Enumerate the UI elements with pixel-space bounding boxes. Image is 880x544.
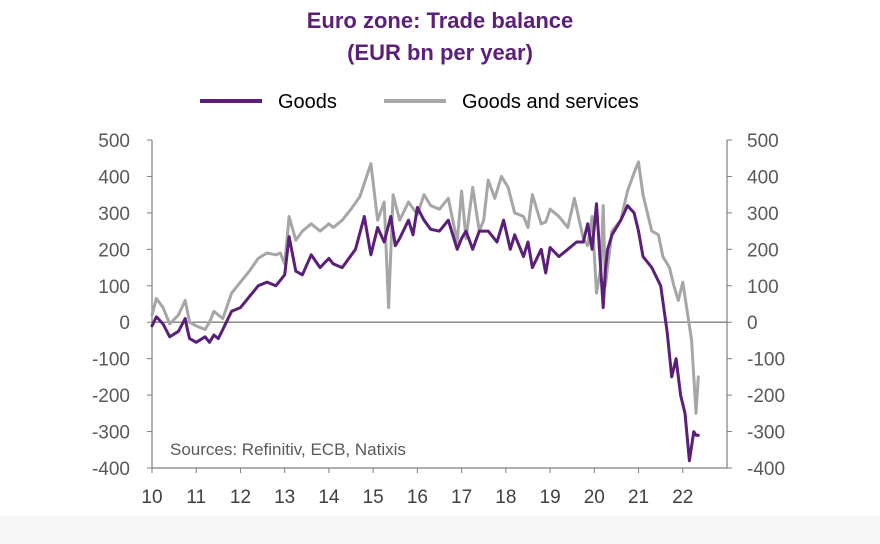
chart-title: Euro zone: Trade balance (307, 8, 574, 33)
legend: Goods Goods and services (200, 91, 639, 113)
y-tick-label-right: 300 (747, 204, 779, 225)
y-tick-label-left: -200 (92, 386, 130, 407)
x-tick-label: 14 (318, 487, 340, 508)
y-tick-label-right: 200 (747, 240, 779, 261)
y-tick-label-right: -200 (747, 386, 785, 407)
y-tick-label-left: 500 (98, 131, 130, 152)
x-tick-label: 20 (584, 487, 605, 508)
legend-label-goods: Goods (278, 91, 337, 113)
x-tick-label: 21 (628, 487, 649, 508)
y-tick-label-right: 100 (747, 277, 779, 298)
plot-area: 500 500 400 400 300 300 200 200 100 100 0 0 -100 -100… (92, 131, 785, 508)
bottom-band (0, 516, 880, 544)
y-tick-label-right: 400 (747, 167, 779, 188)
y-tick-label-left: -100 (92, 350, 130, 371)
x-tick-label: 15 (363, 487, 384, 508)
chart-subtitle: (EUR bn per year) (347, 40, 533, 65)
y-tick-label-left: -300 (92, 423, 130, 444)
x-tick-label: 19 (540, 487, 561, 508)
y-tick-label-left: 100 (98, 277, 130, 298)
y-tick-label-left: 300 (98, 204, 130, 225)
y-tick-label-right: -400 (747, 459, 785, 480)
trade-balance-chart: Euro zone: Trade balance (EUR bn per yea… (92, 8, 785, 508)
y-tick-label-right: 500 (747, 131, 779, 152)
x-tick-label: 13 (274, 487, 295, 508)
source-annotation: Sources: Refinitiv, ECB, Natixis (170, 440, 406, 459)
x-tick-label: 18 (495, 487, 516, 508)
series-line-goods (150, 202, 700, 463)
legend-label-goods-and-services: Goods and services (462, 91, 639, 113)
x-tick-label: 17 (451, 487, 472, 508)
x-tick-label: 11 (186, 487, 206, 508)
y-tick-label-left: 0 (119, 313, 130, 334)
x-tick-label: 10 (141, 487, 162, 508)
y-tick-label-left: -400 (92, 459, 130, 480)
y-tick-label-left: 400 (98, 167, 130, 188)
x-tick-label: 22 (672, 487, 693, 508)
y-tick-label-right: 0 (747, 313, 758, 334)
y-tick-label-right: -100 (747, 350, 785, 371)
series-line-goods-and-services (150, 160, 700, 415)
x-tick-label: 16 (407, 487, 428, 508)
x-tick-label: 12 (230, 487, 251, 508)
y-tick-label-right: -300 (747, 423, 785, 444)
y-tick-label-left: 200 (98, 240, 130, 261)
